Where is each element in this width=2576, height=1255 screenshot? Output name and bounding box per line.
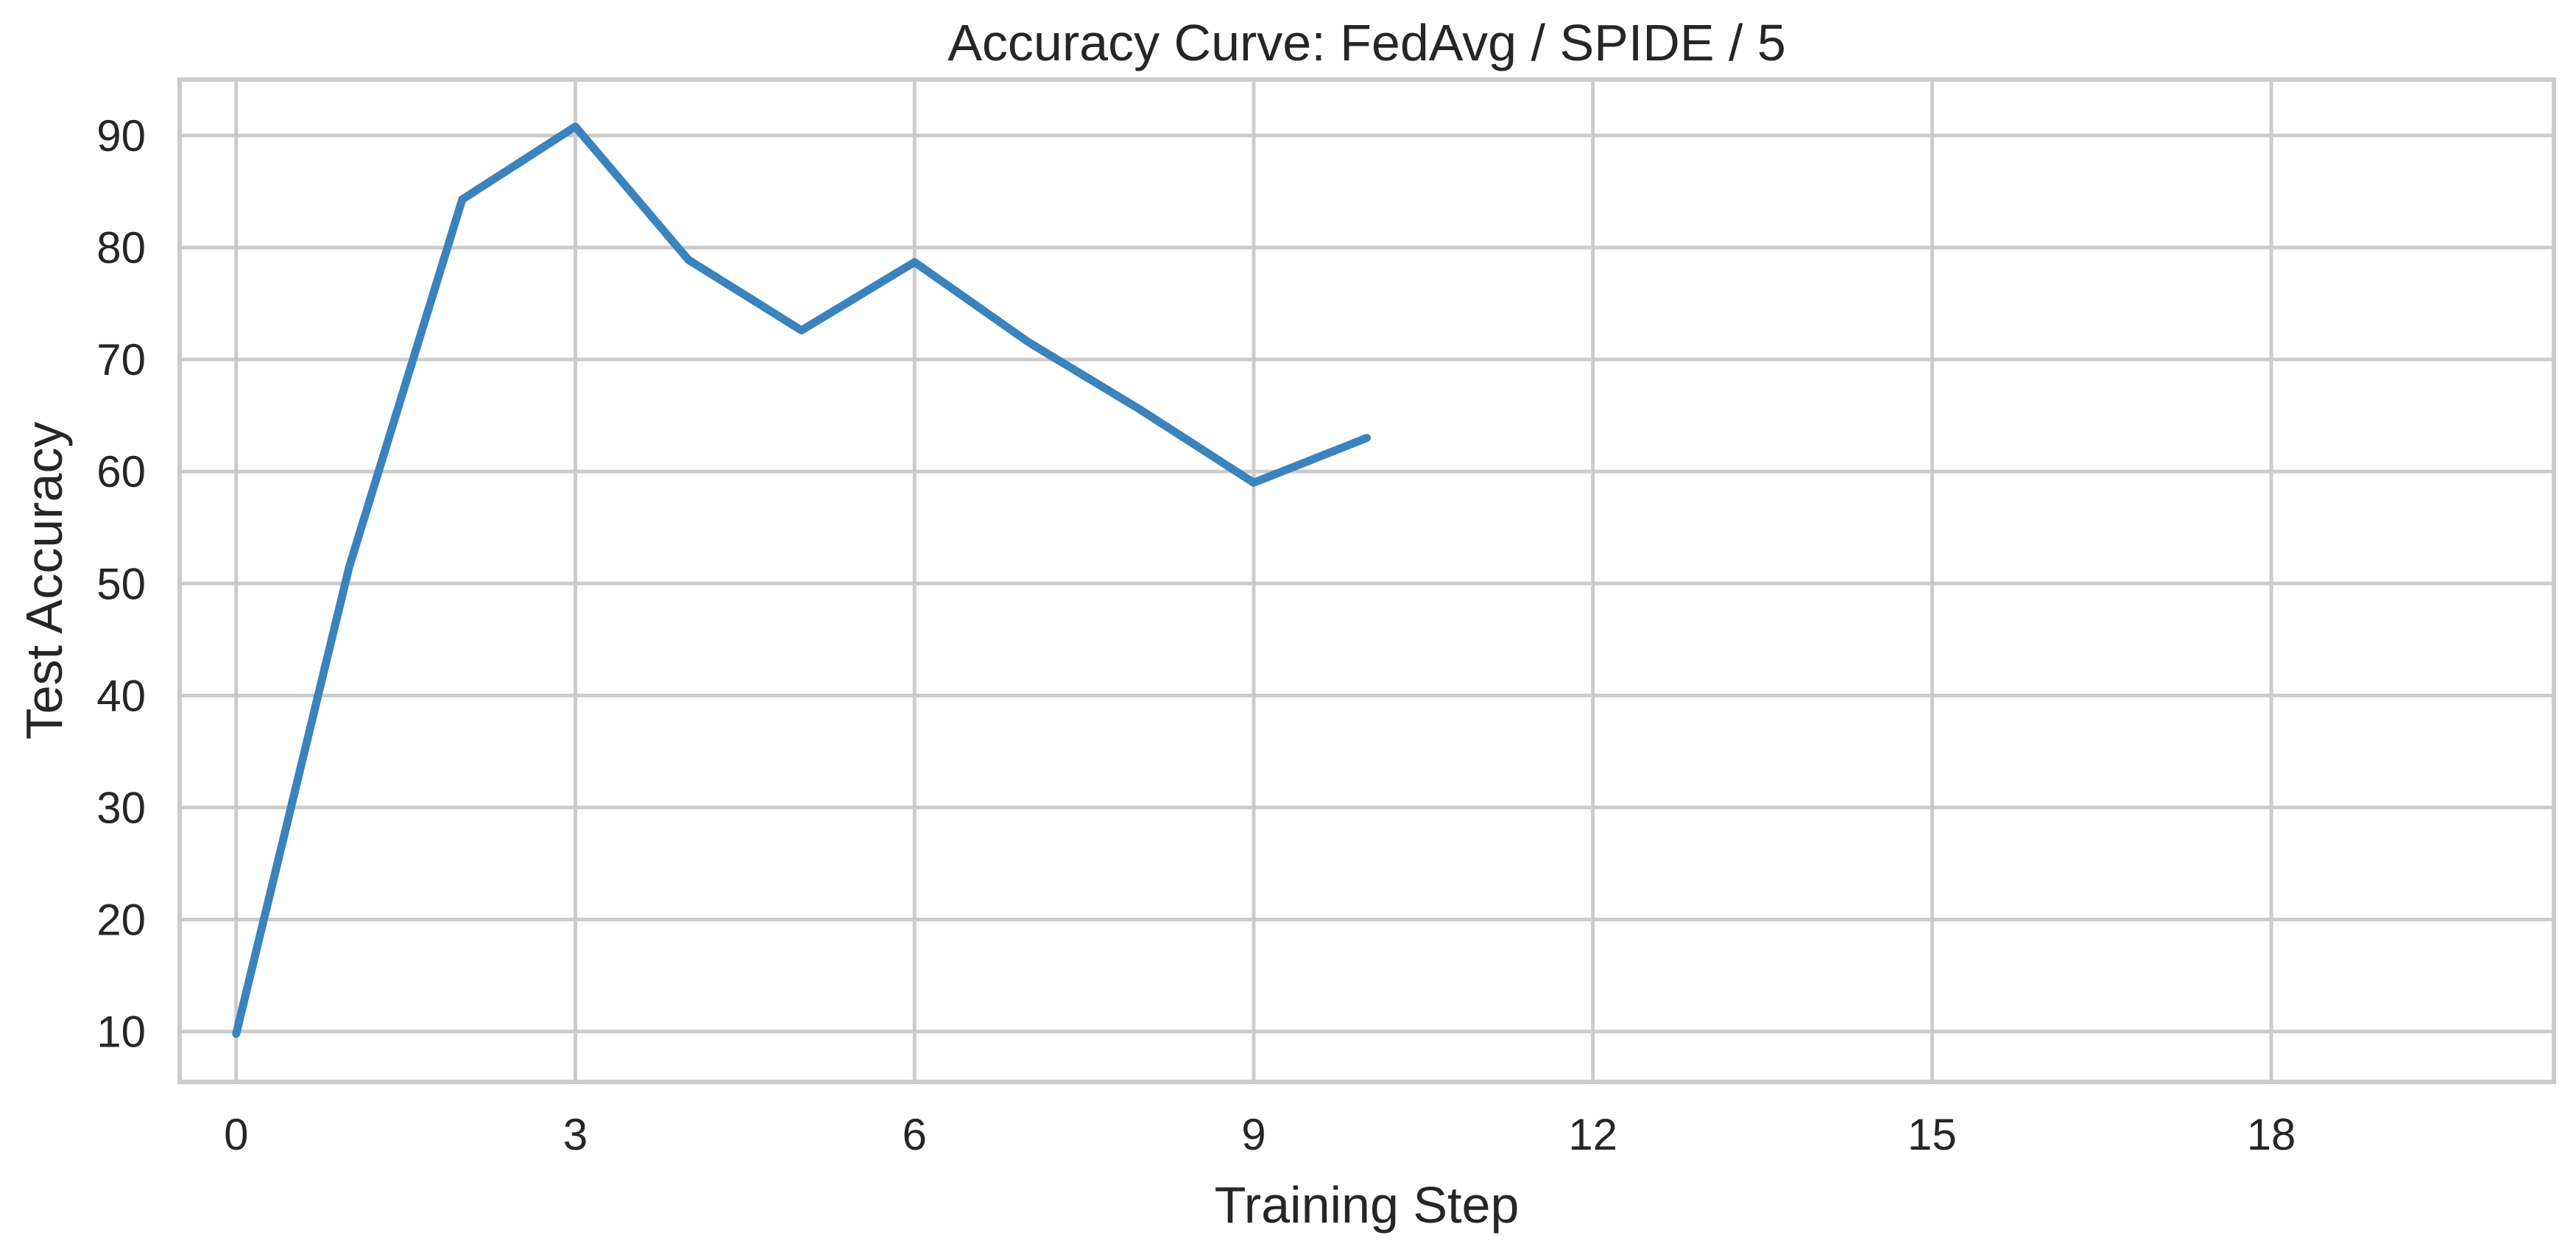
x-tick-label: 15 xyxy=(1908,1110,1957,1159)
grid xyxy=(180,80,2554,1082)
x-tick-labels: 0 3 6 9 12 15 18 xyxy=(224,1110,2296,1159)
series-layer xyxy=(232,122,1371,1038)
y-tick-label: 30 xyxy=(96,783,146,832)
y-axis-label: Test Accuracy xyxy=(15,422,73,740)
x-tick-label: 18 xyxy=(2247,1110,2296,1159)
series-line xyxy=(232,122,1371,1038)
x-tick-label: 6 xyxy=(903,1110,927,1159)
y-tick-label: 60 xyxy=(96,447,146,496)
x-tick-label: 12 xyxy=(1568,1110,1617,1159)
y-tick-label: 40 xyxy=(96,671,146,720)
x-axis-label: Training Step xyxy=(1215,1176,1520,1234)
y-tick-label: 10 xyxy=(96,1008,146,1057)
y-tick-label: 90 xyxy=(96,111,146,161)
y-tick-label: 80 xyxy=(96,223,146,273)
chart-title: Accuracy Curve: FedAvg / SPIDE / 5 xyxy=(948,14,1786,71)
y-tick-label: 50 xyxy=(96,559,146,608)
x-tick-label: 9 xyxy=(1241,1110,1266,1159)
y-tick-label: 70 xyxy=(96,335,146,384)
y-tick-label: 20 xyxy=(96,896,146,945)
x-tick-label: 3 xyxy=(563,1110,587,1159)
plot-frame xyxy=(177,77,2556,1084)
x-tick-label: 0 xyxy=(224,1110,248,1159)
y-tick-labels: 10 20 30 40 50 60 70 80 90 xyxy=(96,111,146,1057)
